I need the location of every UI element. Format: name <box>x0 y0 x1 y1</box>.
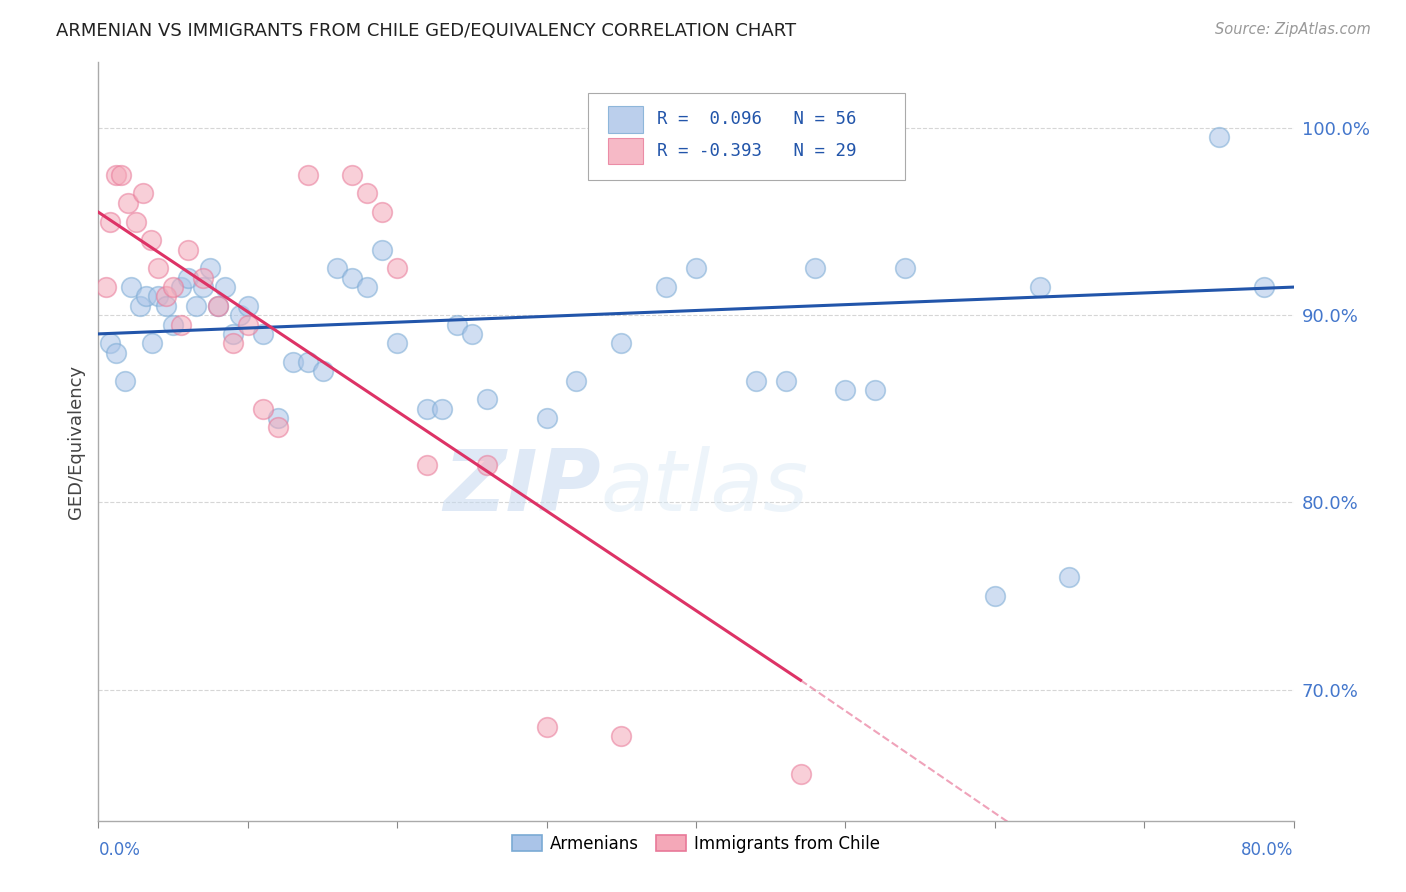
Point <box>356 280 378 294</box>
Point <box>148 261 170 276</box>
Point <box>222 336 245 351</box>
Point <box>207 299 229 313</box>
Point <box>94 280 117 294</box>
Point <box>475 392 498 407</box>
Point <box>461 326 484 341</box>
Point <box>834 383 856 397</box>
Point <box>297 355 319 369</box>
Point <box>984 589 1007 603</box>
Point <box>162 318 184 332</box>
Point <box>789 767 811 781</box>
Point <box>430 401 453 416</box>
Point <box>1253 280 1275 294</box>
Point <box>155 289 177 303</box>
Point <box>342 270 364 285</box>
Point <box>536 720 558 734</box>
Point <box>371 243 394 257</box>
Point <box>120 280 142 294</box>
Point <box>267 420 290 434</box>
Y-axis label: GED/Equivalency: GED/Equivalency <box>66 365 84 518</box>
Point <box>229 308 252 322</box>
Point <box>214 280 236 294</box>
Point <box>105 345 128 359</box>
Point <box>416 401 439 416</box>
Point <box>804 261 827 276</box>
Point <box>416 458 439 472</box>
Legend: Armenians, Immigrants from Chile: Armenians, Immigrants from Chile <box>505 828 887 859</box>
Text: R =  0.096   N = 56: R = 0.096 N = 56 <box>657 111 856 128</box>
Point <box>117 195 139 210</box>
Point <box>169 318 191 332</box>
Point <box>326 261 349 276</box>
Point <box>342 168 364 182</box>
Point <box>1059 570 1081 584</box>
Point <box>685 261 707 276</box>
Point <box>536 411 558 425</box>
Point <box>98 336 122 351</box>
Point <box>565 374 588 388</box>
Text: 80.0%: 80.0% <box>1241 841 1294 859</box>
Point <box>132 186 155 201</box>
Point <box>446 318 468 332</box>
Point <box>252 401 274 416</box>
Point <box>252 326 274 341</box>
Point <box>207 299 229 313</box>
Point <box>775 374 797 388</box>
Point <box>894 261 917 276</box>
Point <box>114 374 136 388</box>
Point <box>610 730 633 744</box>
Point <box>184 299 207 313</box>
Point <box>236 299 259 313</box>
Point <box>371 205 394 219</box>
Point <box>356 186 378 201</box>
Point <box>297 168 319 182</box>
Point <box>141 336 163 351</box>
Point <box>865 383 887 397</box>
Point <box>129 299 152 313</box>
Point <box>200 261 222 276</box>
Point <box>177 270 200 285</box>
Point <box>267 411 290 425</box>
Point <box>110 168 132 182</box>
Point <box>745 374 768 388</box>
Point <box>155 299 177 313</box>
FancyBboxPatch shape <box>589 93 905 180</box>
Text: atlas: atlas <box>600 445 808 529</box>
Point <box>311 364 333 378</box>
Point <box>1208 130 1230 145</box>
Point <box>1028 280 1050 294</box>
Point <box>169 280 191 294</box>
Text: ARMENIAN VS IMMIGRANTS FROM CHILE GED/EQUIVALENCY CORRELATION CHART: ARMENIAN VS IMMIGRANTS FROM CHILE GED/EQ… <box>56 22 796 40</box>
Text: R = -0.393   N = 29: R = -0.393 N = 29 <box>657 142 856 161</box>
Point <box>385 261 409 276</box>
Point <box>191 270 214 285</box>
Point <box>281 355 304 369</box>
Point <box>125 214 148 228</box>
Point <box>139 233 162 247</box>
Text: ZIP: ZIP <box>443 445 600 529</box>
Point <box>177 243 200 257</box>
Point <box>236 318 259 332</box>
Text: Source: ZipAtlas.com: Source: ZipAtlas.com <box>1215 22 1371 37</box>
Point <box>105 168 128 182</box>
Point <box>610 336 633 351</box>
Point <box>135 289 157 303</box>
Point <box>98 214 122 228</box>
Point <box>162 280 184 294</box>
Text: 0.0%: 0.0% <box>98 841 141 859</box>
FancyBboxPatch shape <box>607 138 644 164</box>
Point <box>191 280 214 294</box>
Point <box>475 458 498 472</box>
FancyBboxPatch shape <box>607 106 644 133</box>
Point <box>148 289 170 303</box>
Point <box>385 336 409 351</box>
Point <box>222 326 245 341</box>
Point <box>655 280 678 294</box>
